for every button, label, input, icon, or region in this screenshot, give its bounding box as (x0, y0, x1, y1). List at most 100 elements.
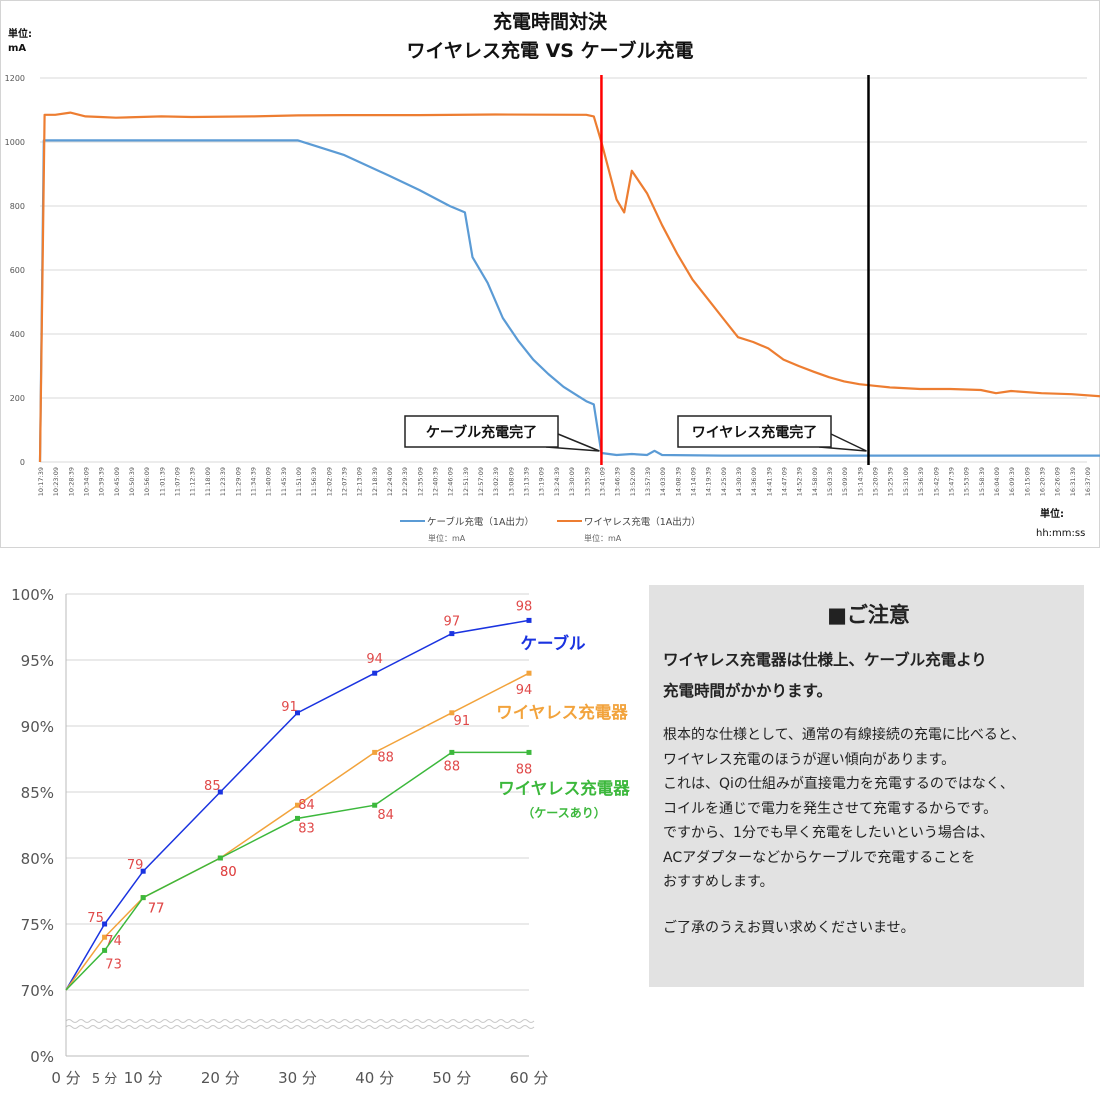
x-tick-label: 15:09:09 (841, 467, 849, 496)
callout-box (404, 415, 559, 448)
x-tick-label: 12:40:39 (432, 467, 440, 496)
x-tick-label: 13:08:09 (507, 467, 515, 496)
x-tick-label: 14:52:39 (796, 467, 804, 496)
x-tick-label: 12:02:09 (325, 467, 333, 496)
x-tick-label: 14:47:09 (781, 467, 789, 496)
x-tick-label: 13:13:39 (523, 467, 531, 496)
notice-body-line: おすすめします。 (663, 874, 774, 890)
x-tick-label: 11:01:39 (158, 467, 166, 496)
x-tick-label: 13:19:09 (538, 467, 546, 496)
charge-percentage-svg: 0% 70% 75% 80% 85% 90% 95% 100% 0 分 5 分 10 分 20 分 3… (11, 586, 630, 1087)
y-tick-label: 0 (20, 458, 25, 467)
notice-body-line: これは、Qiの仕組みが直接電力を充電するのではなく、 (663, 776, 1014, 792)
data-label: 94 (516, 683, 533, 698)
data-label: 97 (444, 615, 461, 630)
notice-lead-line: 充電時間がかかります。 (663, 682, 832, 700)
data-point (526, 749, 532, 755)
x-tick-label: 14:58:09 (811, 467, 819, 496)
y-tick-label: 95% (21, 652, 54, 670)
x-tick-label: 16:04:09 (993, 467, 1001, 496)
x-tick-label: 30 分 (278, 1069, 317, 1087)
x-tick-label: 15:31:09 (902, 467, 910, 496)
y-tick-label: 70% (21, 982, 54, 1000)
y-tick-label: 1000 (5, 138, 25, 147)
data-label: 84 (377, 808, 394, 823)
data-label: 80 (220, 865, 237, 880)
x-tick-label: 12:51:39 (462, 467, 470, 496)
notice-closing: ご了承のうえお買い求めくださいませ。 (663, 919, 915, 936)
x-tick-label: 15:58:39 (978, 467, 986, 496)
x-tick-label: 14:36:09 (750, 467, 758, 496)
x-tick-label: 11:56:39 (310, 467, 318, 496)
x-tick-labels: 10:17:39 10:23:09 10:28:39 10:34:09 10:39:39… (37, 467, 1092, 496)
x-tick-label: 11:12:39 (189, 467, 197, 496)
axes (65, 594, 529, 1057)
series-line (65, 619, 530, 991)
data-label: 79 (127, 858, 144, 873)
x-tick-label: 10:28:39 (67, 467, 75, 496)
x-tick-label: 15:42:09 (932, 467, 940, 496)
x-tick-label: 15:03:39 (826, 467, 834, 496)
x-tick-label: 15:47:39 (947, 467, 955, 496)
x-tick-label: 14:14:09 (689, 467, 697, 496)
x-tick-label: 12:35:09 (416, 467, 424, 496)
x-tick-label: 10 分 (124, 1069, 163, 1087)
series-name: ケーブル (520, 633, 586, 653)
x-tick-label: 15:25:39 (887, 467, 895, 496)
series-lines: 7579859194979874778084889194737780838488… (65, 599, 533, 991)
wireless-series-line (38, 111, 1100, 463)
data-label: 83 (298, 821, 315, 836)
x-tick-label: 5 分 (92, 1072, 117, 1087)
y-tick-label: 800 (10, 202, 25, 211)
notice-heading: ■ご注意 (827, 603, 910, 627)
x-tick-label: 14:30:39 (735, 467, 743, 496)
data-point (526, 617, 532, 623)
x-unit-value: hh:mm:ss (1036, 528, 1085, 539)
x-tick-label: 14:25:09 (720, 467, 728, 496)
x-tick-label: 20 分 (201, 1069, 240, 1087)
x-unit-label: 単位: (1040, 507, 1064, 520)
x-tick-label: 12:24:09 (386, 467, 394, 496)
data-label: 77 (148, 902, 165, 917)
x-tick-label: 12:18:39 (371, 467, 379, 496)
y-tick-label: 80% (21, 850, 54, 868)
x-tick-label: 13:24:39 (553, 467, 561, 496)
data-point (295, 710, 300, 716)
x-tick-label: 15:53:09 (963, 467, 971, 496)
y-tick-label: 400 (10, 330, 25, 339)
y-tick-label: 200 (10, 394, 25, 403)
legend-wireless-unit: 単位：mA (584, 533, 622, 543)
x-tick-label: 12:29:39 (401, 467, 409, 496)
y-unit-value: mA (8, 43, 26, 54)
x-tick-labels: 0 分 5 分 10 分 20 分 30 分 40 分 50 分 60 分 (51, 1069, 548, 1087)
x-tick-label: 13:41:09 (598, 467, 606, 496)
y-tick-labels: 0 200 400 600 800 1000 1200 (5, 74, 25, 467)
data-label: 84 (298, 798, 315, 813)
x-tick-label: 10:17:39 (37, 467, 45, 496)
notice-body-line: コイルを通じで電力を発生させて充電するからです。 (663, 800, 998, 817)
legend-wireless-label: ワイヤレス充電（1A出力） (584, 516, 701, 528)
data-point (217, 789, 223, 795)
callout-label: ケーブル充電完了 (426, 424, 537, 441)
x-tick-label: 15:20:09 (872, 467, 880, 496)
notice-body-line: ですから、1分でも早く充電をしたいという場合は、 (663, 825, 994, 841)
y-tick-label: 85% (21, 784, 54, 802)
x-tick-label: 14:08:39 (674, 467, 682, 496)
current-chart-svg: 充電時間対決 ワイヤレス充電 VS ケーブル充電 単位: mA 単位: hh:m… (0, 0, 1100, 548)
x-tick-label: 12:46:09 (447, 467, 455, 496)
y-tick-label: 600 (10, 266, 25, 275)
series-sublabel: （ケースあり） (522, 805, 605, 820)
x-tick-label: 10:50:39 (128, 467, 136, 496)
data-point (372, 749, 378, 755)
x-tick-label: 0 分 (51, 1069, 80, 1087)
series-line (65, 672, 530, 991)
data-label: 88 (444, 759, 461, 774)
x-tick-label: 16:31:39 (1069, 467, 1077, 496)
legend: ケーブル充電（1A出力） 単位：mA ワイヤレス充電（1A出力） 単位：mA (400, 516, 701, 543)
data-point (217, 855, 223, 861)
y-tick-label: 1200 (5, 74, 25, 83)
y-tick-label: 0% (30, 1048, 54, 1066)
x-tick-label: 10:39:39 (98, 467, 106, 496)
x-tick-label: 10:56:09 (143, 467, 151, 496)
